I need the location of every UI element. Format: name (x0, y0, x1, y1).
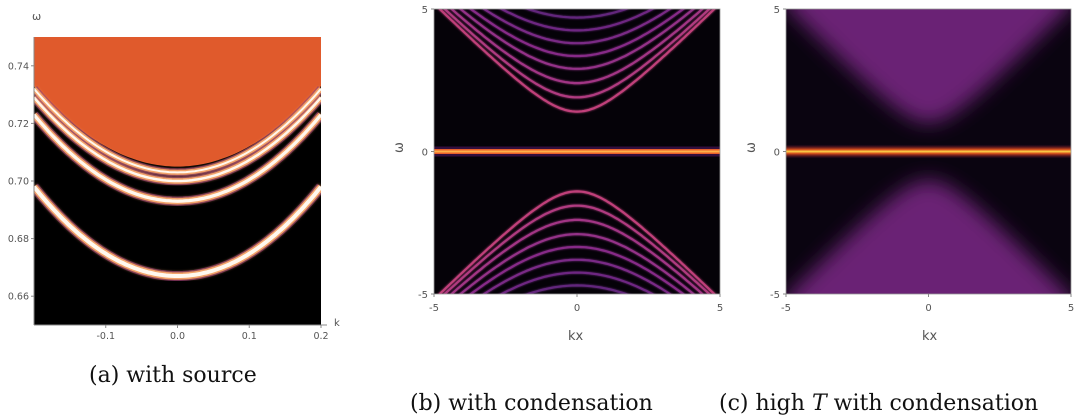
upper-band (524, 9, 630, 19)
lower-band (443, 204, 711, 294)
band-core (34, 96, 321, 183)
y-tick-label-a: 0.74 (8, 61, 29, 72)
x-tick-label-a: -0.1 (96, 331, 115, 340)
continuum-region (34, 37, 321, 167)
lower-band (438, 190, 716, 294)
y-tick-label-a: 0.68 (8, 234, 29, 245)
band-core (34, 88, 321, 174)
upper-band (469, 9, 686, 58)
lower-band (482, 258, 672, 294)
caption-c-pre: (c) high (719, 391, 812, 416)
y-tick-label-c: 5 (774, 5, 780, 16)
upper-continuum (788, 9, 1069, 123)
y-axis-label-c: ω (744, 142, 759, 153)
upper-band (482, 9, 672, 45)
x-axis-label-a: k (334, 318, 340, 329)
y-tick-label-b: 5 (422, 5, 428, 16)
caption-c-symbol: T (811, 391, 827, 416)
y-tick-label-c: -5 (770, 290, 780, 301)
y-tick-label-b: 0 (422, 148, 428, 159)
caption-a: (a) with source (89, 363, 257, 388)
y-tick-label-a: 0.72 (8, 119, 29, 130)
caption-c: (c) high T with condensation (719, 391, 1038, 416)
x-tick-label-a: 0.0 (170, 331, 185, 340)
band-core (34, 113, 321, 203)
x-tick-label-c: 5 (1068, 303, 1074, 314)
panel-a-with-source: 0.66 0.68 0.70 0.72 0.74 -0.1 0.0 0.1 0.2 ω k (8, 10, 340, 340)
upper-band (499, 9, 655, 32)
y-tick-label-a: 0.70 (8, 177, 29, 188)
upper-band (458, 9, 696, 70)
x-tick-label-c: 0 (925, 303, 931, 314)
lower-band (524, 284, 630, 294)
x-tick-label-a: 0.1 (242, 331, 257, 340)
y-tick-label-c: 0 (774, 148, 780, 159)
caption-b: (b) with condensation (410, 391, 653, 416)
x-tick-label-b: 5 (717, 303, 723, 314)
band-core (34, 185, 321, 278)
lower-continuum (788, 180, 1069, 294)
upper-band (438, 9, 716, 113)
x-tick-label-b: -5 (429, 303, 439, 314)
panel-b-with-condensation: -5 0 5 -5 0 5 ω kx (392, 5, 723, 344)
panel-c-high-t-with-condensation: -5 0 5 -5 0 5 ω kx (744, 5, 1074, 344)
y-tick-label-b: -5 (418, 290, 428, 301)
y-axis-label-a: ω (32, 10, 41, 23)
flat-band (786, 144, 1071, 159)
flat-band-core (434, 150, 720, 153)
x-axis-label-c: kx (922, 329, 938, 344)
x-tick-label-a: 0.2 (313, 331, 328, 340)
upper-band (449, 9, 705, 85)
upper-band (443, 9, 711, 99)
lower-band (499, 271, 655, 294)
x-tick-label-b: 0 (574, 303, 580, 314)
lower-band (449, 218, 705, 294)
y-tick-label-a: 0.66 (8, 292, 29, 303)
caption-c-post: with condensation (826, 391, 1039, 416)
y-axis-label-b: ω (392, 142, 407, 153)
x-tick-label-c: -5 (781, 303, 791, 314)
lower-band (469, 245, 686, 294)
lower-band (458, 232, 696, 294)
x-axis-label-b: kx (568, 329, 584, 344)
